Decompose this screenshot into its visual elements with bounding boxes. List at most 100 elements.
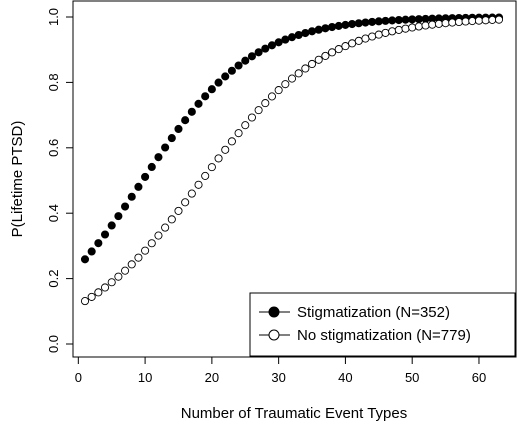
data-point: [314, 25, 323, 34]
series-stigmatization: [80, 13, 504, 264]
data-point: [94, 239, 103, 248]
data-point: [494, 15, 504, 24]
data-point: [267, 92, 277, 101]
data-point: [174, 206, 183, 215]
data-point: [121, 202, 130, 211]
data-point: [221, 145, 230, 154]
data-point: [328, 48, 337, 57]
legend-marker-no-stigmatization: [268, 329, 280, 341]
data-point: [454, 17, 463, 27]
data-point: [434, 19, 443, 28]
data-point: [227, 66, 236, 75]
data-point: [294, 69, 303, 78]
data-point: [314, 55, 323, 64]
data-point: [448, 18, 457, 27]
data-point: [348, 39, 357, 48]
data-point: [281, 80, 290, 89]
x-tick-label: 20: [205, 370, 219, 385]
data-point: [134, 253, 143, 262]
data-point: [474, 16, 484, 25]
data-point: [267, 41, 277, 50]
legend-box: [249, 292, 516, 357]
data-point: [214, 78, 223, 87]
data-point: [181, 198, 190, 207]
data-point: [127, 260, 136, 269]
data-point: [441, 19, 450, 28]
data-point: [334, 21, 343, 30]
data-point: [161, 223, 170, 232]
data-point: [127, 192, 136, 201]
data-point: [408, 15, 417, 24]
x-axis: 0 10 20 30 40 50 60: [75, 356, 486, 385]
data-point: [221, 72, 230, 81]
data-point: [194, 99, 203, 108]
data-point: [121, 266, 130, 275]
data-point: [321, 24, 330, 33]
data-point: [388, 16, 397, 25]
data-point: [141, 172, 150, 181]
data-point: [281, 35, 290, 44]
data-point: [428, 20, 437, 29]
data-point: [361, 34, 370, 43]
data-point: [368, 17, 377, 26]
data-point: [394, 25, 403, 34]
data-point: [368, 32, 377, 41]
x-tick-label: 40: [338, 370, 352, 385]
data-point: [167, 215, 176, 224]
data-point: [147, 239, 156, 248]
data-point: [301, 64, 310, 73]
data-point: [94, 288, 103, 297]
data-point: [414, 15, 423, 24]
data-point: [194, 180, 203, 189]
y-tick-label: 1.0: [46, 8, 61, 26]
data-point: [394, 15, 403, 25]
data-point: [187, 189, 196, 198]
x-tick-label: 60: [472, 370, 486, 385]
data-point: [227, 137, 236, 146]
data-point: [87, 247, 96, 256]
data-point: [100, 283, 110, 292]
data-point: [374, 30, 383, 39]
data-point: [354, 19, 363, 28]
data-point: [348, 19, 357, 29]
data-point: [187, 107, 196, 116]
y-tick-label: 0.4: [46, 204, 61, 222]
data-point: [107, 278, 116, 287]
legend: Stigmatization (N=352) No stigmatization…: [249, 292, 516, 357]
data-point: [408, 23, 417, 32]
x-tick-label: 10: [138, 370, 152, 385]
y-tick-label: 0.8: [46, 73, 61, 91]
data-point: [301, 28, 310, 38]
data-point: [134, 182, 143, 191]
data-point: [361, 18, 370, 27]
data-point: [341, 42, 350, 51]
data-point: [274, 38, 283, 47]
data-point: [414, 22, 423, 31]
data-point: [488, 15, 497, 24]
series-no-stigmatization: [80, 15, 504, 306]
data-point: [234, 129, 243, 138]
data-point: [241, 121, 250, 130]
data-point: [401, 24, 410, 33]
data-point: [100, 230, 110, 239]
y-tick-label: 0.0: [46, 335, 61, 353]
data-point: [401, 15, 410, 24]
data-point: [354, 36, 363, 45]
data-point: [80, 297, 90, 306]
data-point: [147, 162, 156, 172]
data-point: [388, 27, 397, 36]
data-point: [381, 28, 390, 37]
data-point: [141, 246, 150, 255]
data-point: [234, 61, 243, 70]
data-point: [341, 20, 350, 29]
data-point: [247, 52, 256, 61]
data-point: [287, 33, 297, 42]
data-point: [247, 113, 256, 122]
data-point: [321, 51, 330, 60]
data-point: [107, 221, 116, 230]
data-point: [201, 171, 210, 180]
data-point: [307, 27, 317, 36]
data-point: [201, 92, 210, 101]
data-point: [207, 85, 216, 94]
